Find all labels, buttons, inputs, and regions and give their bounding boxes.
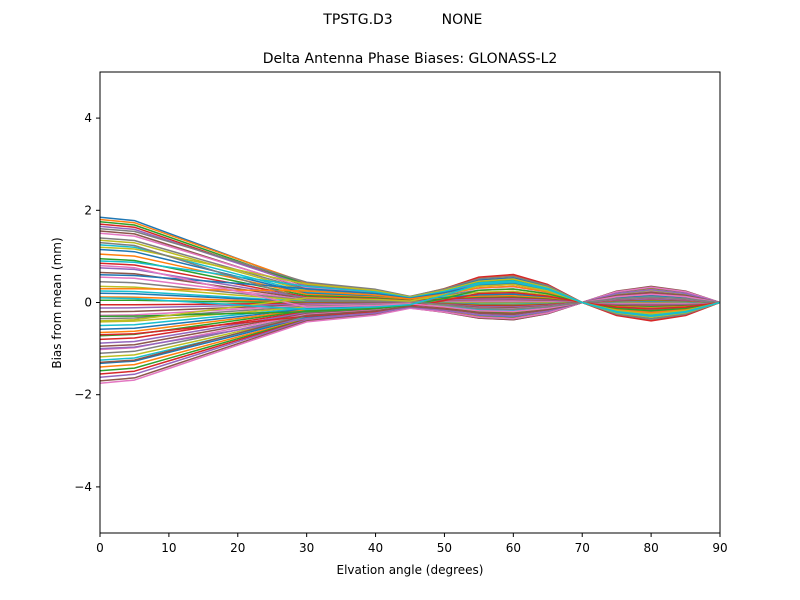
y-axis-ticks: −4 −2 0 2 4 [74,111,100,494]
x-tick-label: 60 [506,541,521,555]
x-tick-label: 90 [712,541,727,555]
suptitle-right: NONE [442,12,483,28]
series-line [100,291,720,364]
x-tick-label: 80 [643,541,658,555]
y-tick-label: −4 [74,480,92,494]
x-tick-label: 50 [437,541,452,555]
series-lines [100,216,720,384]
series-line [100,288,720,350]
x-tick-label: 10 [161,541,176,555]
x-tick-label: 30 [299,541,314,555]
series-line [100,283,720,322]
x-tick-label: 0 [96,541,104,555]
y-tick-label: 0 [84,296,92,310]
x-axis-ticks: 0 10 20 30 40 50 60 70 80 90 [96,533,728,555]
chart-title: Delta Antenna Phase Biases: GLONASS-L2 [263,51,558,67]
y-axis-label: Bias from mean (mm) [50,237,64,368]
x-tick-label: 40 [368,541,383,555]
x-tick-label: 20 [230,541,245,555]
suptitle-left: TPSTG.D3 [322,12,392,28]
y-tick-label: −2 [74,388,92,402]
series-line [100,285,720,314]
series-line [100,286,720,384]
x-tick-label: 70 [575,541,590,555]
y-tick-label: 4 [84,111,92,125]
series-line [100,281,720,317]
y-tick-label: 2 [84,203,92,217]
x-axis-label: Elvation angle (degrees) [337,563,484,577]
